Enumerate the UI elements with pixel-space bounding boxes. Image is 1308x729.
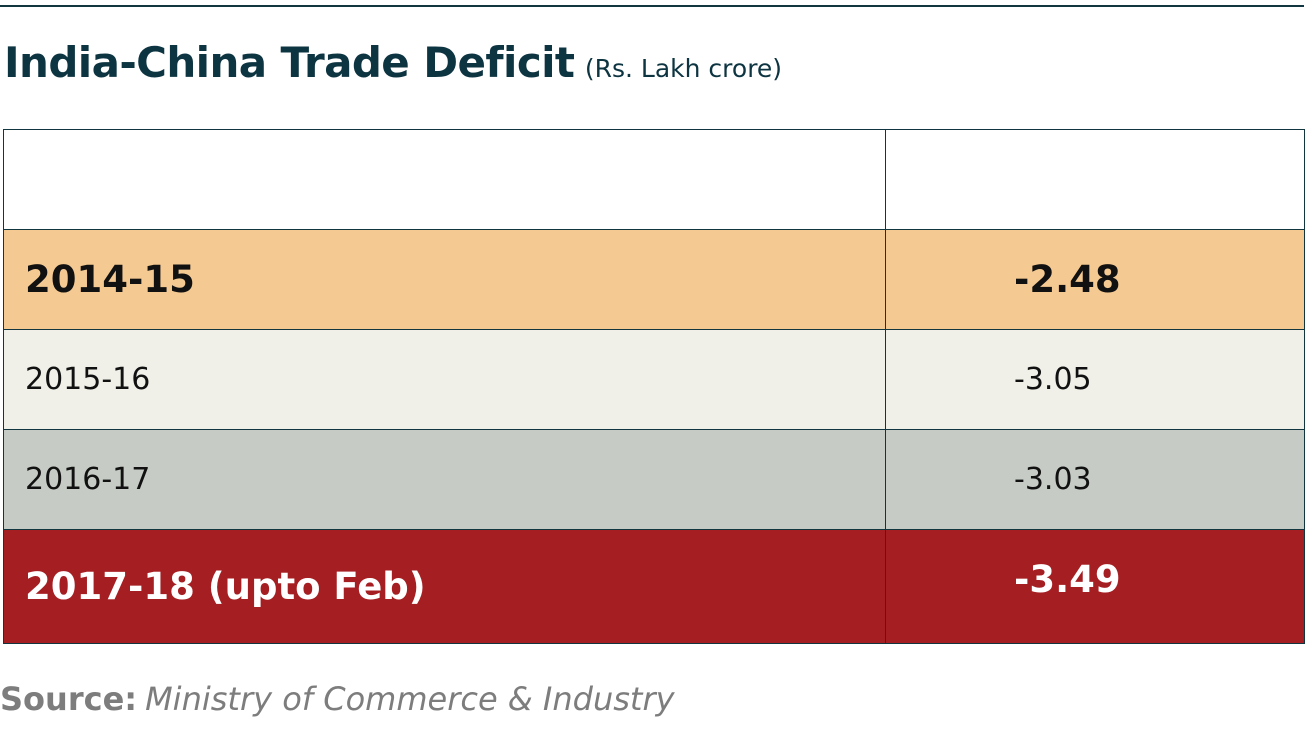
table-row: 2015-16 -3.05 [3, 329, 1305, 430]
table-header-row [3, 129, 1305, 230]
table-row: 2016-17 -3.03 [3, 429, 1305, 530]
period-cell: 2016-17 [3, 429, 886, 530]
source-label: Source: [0, 680, 138, 718]
header-cell-value [885, 129, 1305, 230]
period-cell: 2014-15 [3, 229, 886, 330]
header-cell-period [3, 129, 886, 230]
chart-title-block: India-China Trade Deficit (Rs. Lakh cror… [4, 38, 782, 87]
period-cell: 2015-16 [3, 329, 886, 430]
period-cell: 2017-18 (upto Feb) [3, 529, 886, 644]
value-cell: -3.49 [885, 529, 1305, 644]
source-note: Source: Ministry of Commerce & Industry [0, 680, 675, 718]
trade-deficit-table: 2014-15 -2.48 2015-16 -3.05 2016-17 -3.0… [3, 129, 1305, 644]
table-row: 2014-15 -2.48 [3, 229, 1305, 330]
table-row: 2017-18 (upto Feb) -3.49 [3, 529, 1305, 644]
chart-title: India-China Trade Deficit [4, 38, 575, 87]
source-text: Ministry of Commerce & Industry [145, 680, 675, 718]
value-cell: -2.48 [885, 229, 1305, 330]
value-cell: -3.03 [885, 429, 1305, 530]
value-cell: -3.05 [885, 329, 1305, 430]
top-rule [0, 5, 1304, 7]
chart-unit: (Rs. Lakh crore) [584, 54, 783, 83]
